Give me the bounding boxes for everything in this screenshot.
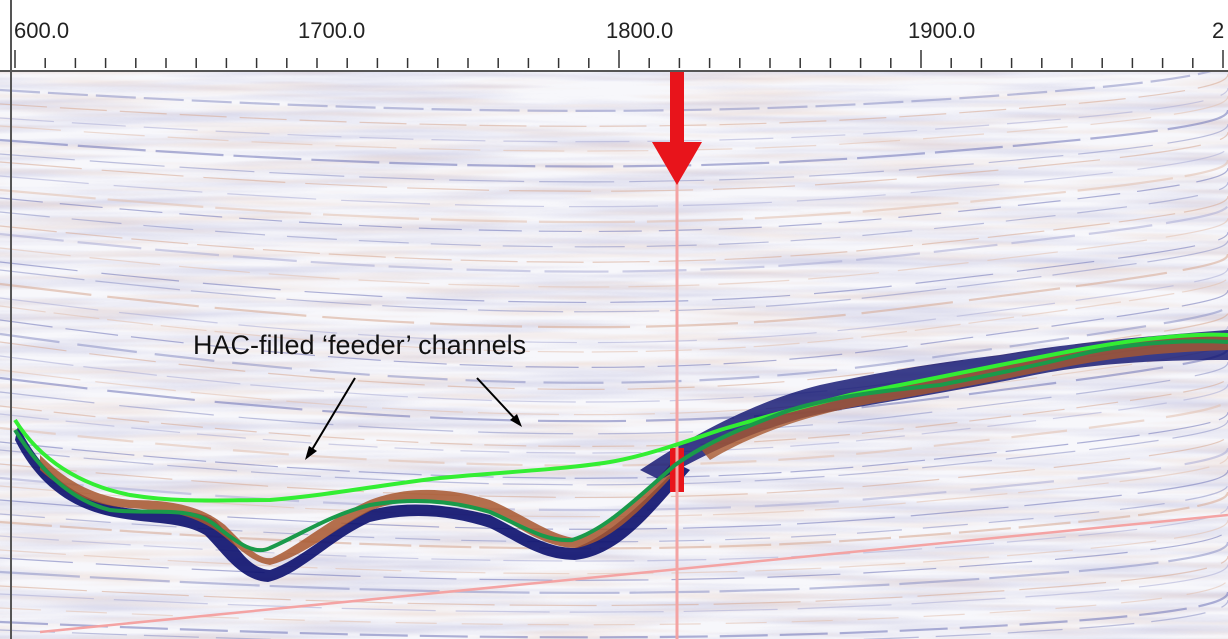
reflector-band <box>0 73 1228 127</box>
reflector-band <box>0 145 1228 208</box>
ruler-label-1700: 1700.0 <box>298 18 366 43</box>
reflector-band <box>0 555 1228 607</box>
ruler-ticks <box>14 50 1224 68</box>
intersecting-line <box>39 513 1228 634</box>
annotation-arrowhead-left <box>305 446 317 460</box>
reflector-band <box>0 289 1228 368</box>
reflector-band <box>0 203 1228 273</box>
channel-trough-fill <box>15 425 690 582</box>
reflector-band <box>0 577 1228 626</box>
upper-right-trough-fill <box>640 330 1228 480</box>
reflector-band <box>0 419 1228 486</box>
reflector-band <box>0 411 1228 479</box>
reflector-band <box>0 239 1228 313</box>
reflector-band <box>0 253 1228 329</box>
reflector-band <box>0 541 1228 595</box>
annotation-arrow-right <box>476 377 517 421</box>
reflector-band <box>0 491 1228 550</box>
reflector-band <box>0 599 1228 639</box>
annotation-label: HAC-filled ‘feeder’ channels <box>193 330 527 360</box>
reflector-band <box>0 397 1228 467</box>
frame-left-border <box>10 0 12 639</box>
seismic-section[interactable] <box>0 72 1228 639</box>
reflector-band <box>0 563 1228 613</box>
reflector-band <box>0 311 1228 390</box>
reflector-band <box>0 433 1228 499</box>
horizon-upper <box>13 332 1228 503</box>
reflector-band <box>0 195 1228 263</box>
reflector-band <box>0 303 1228 384</box>
reflector-band <box>0 95 1228 152</box>
reflector-band <box>0 87 1228 143</box>
reflector-band <box>0 167 1228 233</box>
ruler-label-1800: 1800.0 <box>606 18 674 43</box>
reflector-band <box>0 527 1228 581</box>
reflector-band <box>0 447 1228 512</box>
reflector-band <box>0 72 1212 113</box>
down-arrow-icon <box>652 72 702 185</box>
reflector-band <box>0 131 1228 192</box>
reflector-band <box>0 591 1228 639</box>
reflector-band <box>0 455 1228 518</box>
reflector-band <box>0 483 1228 543</box>
annotation-arrow-left <box>309 377 356 454</box>
reflector-band <box>0 181 1228 248</box>
ruler-label-1600: 600.0 <box>14 18 70 43</box>
annotation-arrowhead-right <box>510 414 522 427</box>
reflector-band <box>0 123 1228 183</box>
horizon-lower <box>13 339 1228 553</box>
reflector-band <box>0 383 1228 454</box>
ruler-label-2000: 2 <box>1212 18 1225 43</box>
reflector-band <box>0 231 1228 304</box>
reflector-band <box>0 275 1228 353</box>
reflector-band <box>0 267 1228 344</box>
upper-right-peak-fill <box>700 334 1228 460</box>
reflector-band <box>0 469 1228 530</box>
channel-peak-fill <box>40 455 680 565</box>
reflector-band <box>0 159 1228 224</box>
trace-ruler: 600.0 1700.0 1800.0 1900.0 2 <box>0 0 1228 72</box>
reflector-band <box>0 375 1228 448</box>
reflector-band <box>0 109 1228 168</box>
reflector-band <box>0 217 1228 288</box>
ruler-label-1900: 1900.0 <box>908 18 976 43</box>
